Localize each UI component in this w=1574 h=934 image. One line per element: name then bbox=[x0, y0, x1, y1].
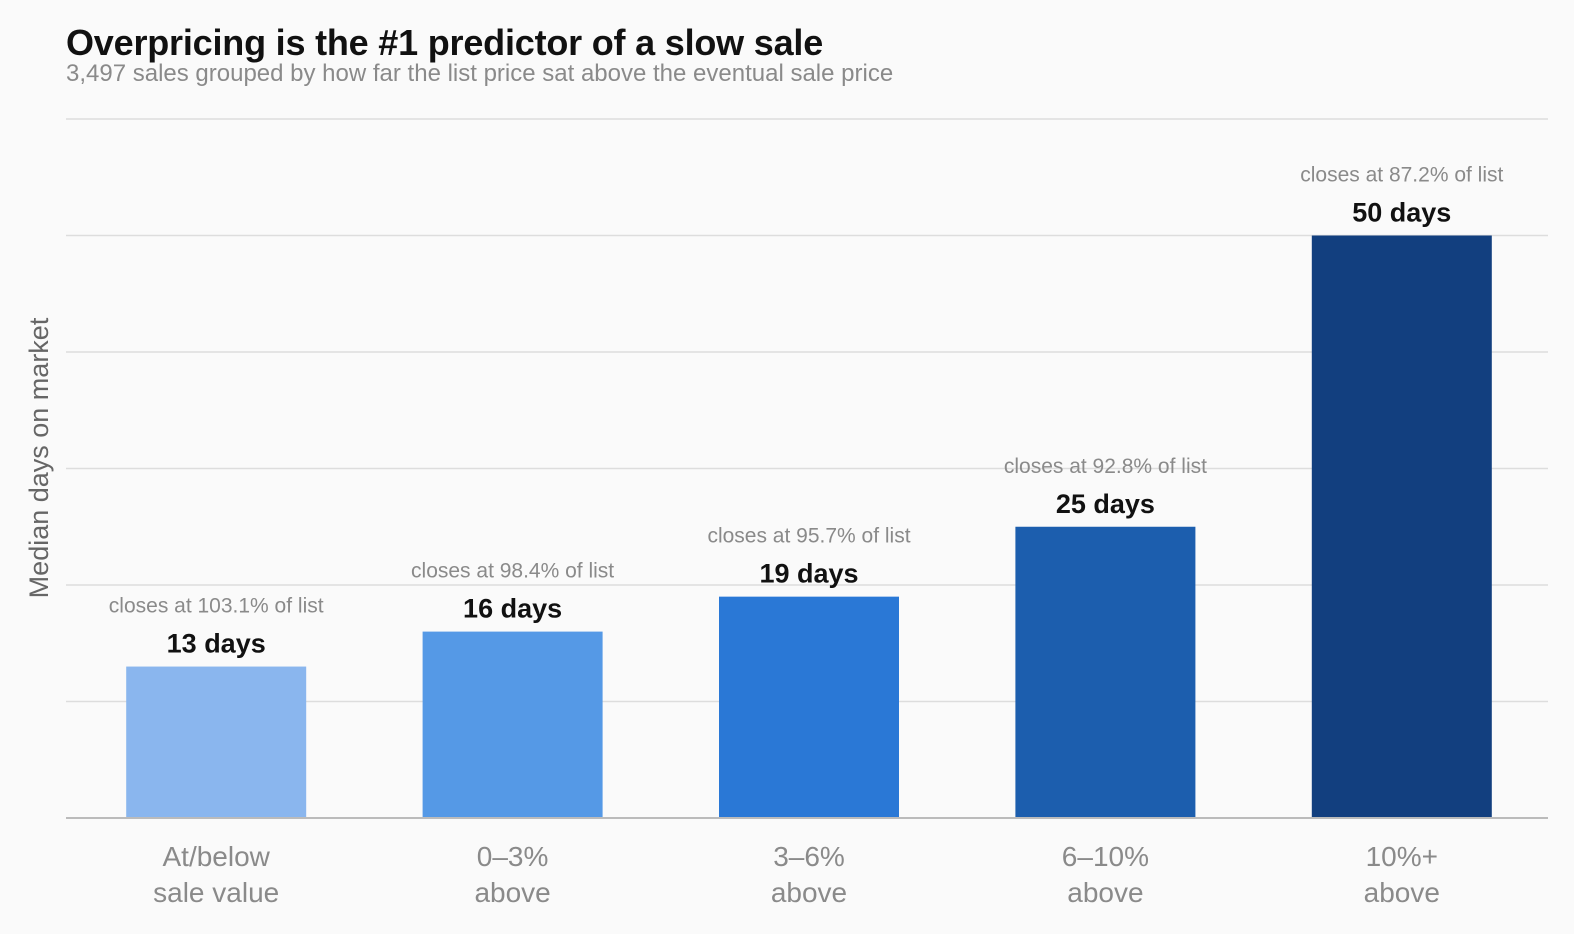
bar-value-label: 13 days bbox=[167, 629, 266, 659]
bar-annotation: closes at 95.7% of list bbox=[707, 525, 910, 548]
y-axis-label: Median days on market bbox=[24, 317, 54, 598]
bar-value-label: 19 days bbox=[759, 559, 858, 589]
bar-value-label: 16 days bbox=[463, 594, 562, 624]
x-tick-label: 3–6% bbox=[773, 841, 845, 872]
x-tick-label: At/below bbox=[162, 841, 270, 872]
chart-subtitle: 3,497 sales grouped by how far the list … bbox=[66, 60, 894, 87]
bar-annotation: closes at 98.4% of list bbox=[411, 560, 614, 583]
x-tick-label: sale value bbox=[153, 877, 279, 908]
bar bbox=[719, 596, 899, 818]
bar-value-label: 50 days bbox=[1352, 198, 1451, 228]
bar-annotation: closes at 92.8% of list bbox=[1004, 455, 1207, 478]
bar bbox=[1015, 526, 1196, 818]
x-tick-label: above bbox=[771, 877, 847, 908]
x-tick-label: 0–3% bbox=[477, 841, 549, 872]
x-tick-label: above bbox=[1364, 877, 1440, 908]
bar bbox=[422, 631, 603, 818]
x-tick-label: 10%+ bbox=[1366, 841, 1438, 872]
x-tick-label: 6–10% bbox=[1062, 841, 1149, 872]
bar-annotation: closes at 87.2% of list bbox=[1300, 164, 1503, 187]
bar-value-label: 25 days bbox=[1056, 489, 1155, 519]
x-tick-label: above bbox=[1067, 877, 1143, 908]
bar-annotation: closes at 103.1% of list bbox=[109, 595, 324, 618]
bar bbox=[1311, 235, 1492, 818]
x-tick-label: above bbox=[474, 877, 550, 908]
bar bbox=[126, 666, 307, 818]
chart-title: Overpricing is the #1 predictor of a slo… bbox=[66, 22, 824, 63]
